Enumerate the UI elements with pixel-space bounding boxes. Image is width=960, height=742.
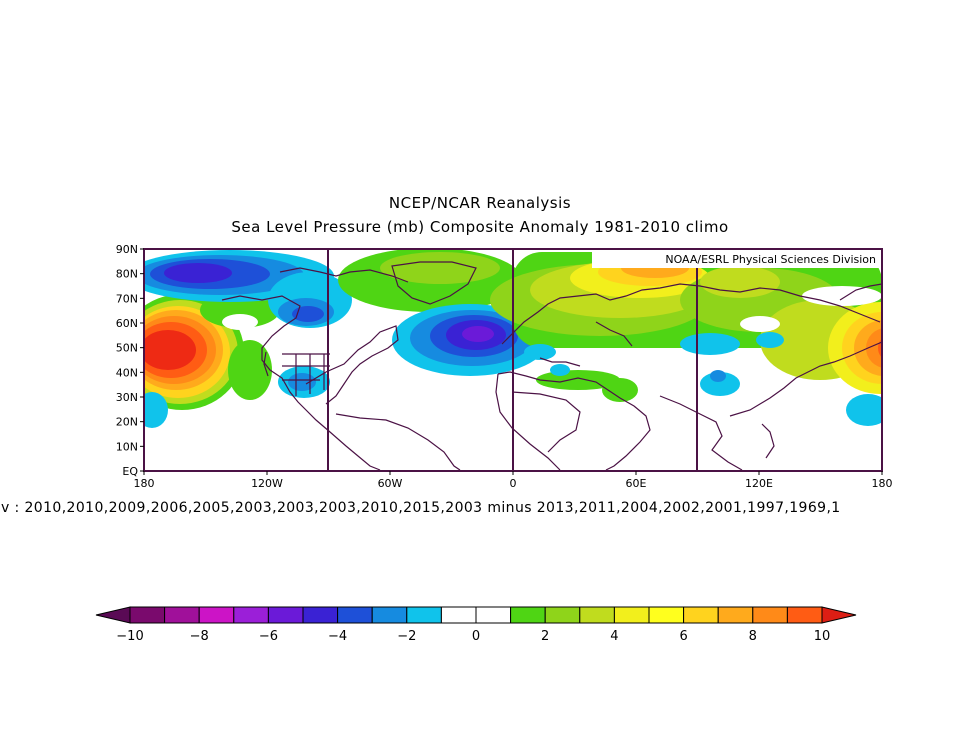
colorbar-swatch [510,606,546,624]
colorbar-swatch [302,606,339,624]
composite-years-label: ov : 2010,2010,2009,2006,2005,2003,2003,… [0,500,841,516]
lon-tick-label: 60W [378,477,403,490]
colorbar-tick-label: 4 [610,629,618,644]
colorbar-over-arrow [821,606,857,624]
colorbar-tick-label: 0 [472,629,480,644]
anomaly-east-pacific-high [828,302,882,394]
chart-title: NCEP/NCAR Reanalysis [388,194,572,212]
colorbar-swatch [786,606,823,624]
lat-tick-label: 10N [116,440,138,453]
lat-tick-label: 40N [116,366,138,379]
map-panel: NOAA/ESRL Physical Sciences Division [143,248,883,472]
colorbar-swatch [683,606,719,624]
lat-tick-label: 30N [116,391,138,404]
colorbar-swatch [406,606,442,624]
anomaly-north-atlantic-low [392,304,548,376]
colorbar-tick-label: −10 [116,629,143,644]
lon-tick-label: 180 [134,477,155,490]
anomaly-eurasian-high [490,252,882,402]
anomaly-central-us-low [278,366,330,398]
lat-tick-label: 20N [116,416,138,429]
colorbar-tick-label: −6 [259,629,278,644]
colorbar-tick-label: −4 [328,629,347,644]
colorbar-tick-label: −8 [190,629,209,644]
lat-tick-label: 80N [116,268,138,281]
anomaly-north-pacific-high [144,294,244,410]
lon-tick-label: 180 [872,477,893,490]
lat-tick-label: 70N [116,292,138,305]
colorbar-swatch [371,606,408,624]
coastlines [221,261,882,471]
colorbar-swatch [544,606,581,624]
anomaly-alaska-green [200,292,280,400]
lat-tick-label: 90N [116,243,138,256]
colorbar-tick-label: 6 [679,629,687,644]
anomaly-greenland-high [338,249,522,312]
lon-tick-label: 60E [626,477,647,490]
lon-tick-label: 0 [510,477,517,490]
colorbar-tick-label: 2 [541,629,549,644]
colorbar-swatch [198,606,235,624]
colorbar-under-arrow [95,606,131,624]
reference-meridians [327,249,698,471]
colorbar-swatch [717,606,754,624]
colorbar-swatch [579,606,615,624]
colorbar-swatch [440,606,477,624]
colorbar-swatch [164,606,200,624]
colorbar-swatch [267,606,304,624]
colorbar-swatch [752,606,788,624]
anomaly-central-asia-low [524,332,784,396]
lon-tick-label: 120W [251,477,283,490]
longitude-axis: 180 120W 60W 0 60E 120E 180 [134,471,893,490]
colorbar-tick-label: −2 [397,629,416,644]
lat-tick-label: 60N [116,317,138,330]
colorbar-swatch [475,606,512,624]
lon-tick-label: 120E [745,477,773,490]
latitude-axis: EQ 10N 20N 30N 40N 50N 60N 70N 80N 90N [116,243,144,478]
colorbar-swatch [648,606,685,624]
colorbar-swatch [233,606,269,624]
chart-subtitle: Sea Level Pressure (mb) Composite Anomal… [231,218,729,236]
lat-tick-label: EQ [122,465,138,478]
colorbar-tick-label: 8 [749,629,757,644]
colorbar-swatch [613,606,650,624]
colorbar-tick-label: 10 [814,629,831,644]
anomaly-shading [144,249,882,428]
colorbar-swatch [129,606,166,624]
colorbar-swatch [337,606,373,624]
anomaly-subtropical-lows [144,392,882,428]
credit-text: NOAA/ESRL Physical Sciences Division [665,253,876,266]
credit-box [592,250,881,268]
colorbar: −10 −8 −6 −4 −2 0 2 4 6 8 10 [95,606,857,644]
lat-tick-label: 50N [116,342,138,355]
